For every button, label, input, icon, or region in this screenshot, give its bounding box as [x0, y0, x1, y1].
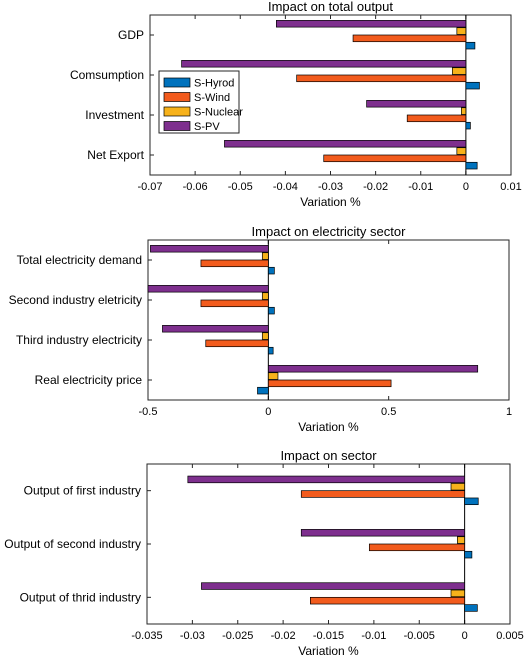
bar-s-nuclear-output-of-second-industry [457, 536, 465, 544]
bar-s-wind-second-industry-eletricity [200, 299, 269, 308]
x-tick-label: -0.01 [361, 630, 386, 642]
legend-swatch-s-pv [163, 121, 191, 131]
bar-s-hyrod-net-export [465, 161, 478, 170]
x-tick-label: -0.04 [273, 181, 298, 193]
x-tick-label: 0 [265, 406, 271, 418]
chart-title: Impact on sector [280, 448, 377, 463]
bar-s-pv-real-electricity-price [267, 365, 479, 373]
x-tick-label: 0.005 [496, 630, 524, 642]
x-tick-label: 0 [462, 630, 468, 642]
legend-label-s-wind: S-Wind [194, 92, 230, 104]
y-tick-label-gdp: GDP [118, 28, 144, 42]
chart-panel-2: Impact on electricity sector -0.5 0 0.5 1 Var… [9, 224, 512, 434]
bar-s-wind-investment [406, 114, 467, 123]
bar-s-nuclear-real-electricity-price [267, 372, 279, 380]
bar-s-nuclear-gdp [456, 27, 467, 35]
bar-s-wind-net-export [323, 154, 467, 163]
y-tick-label-comsumption: Comsumption [70, 68, 144, 82]
legend-swatch-s-wind [163, 92, 191, 102]
y-tick-label-output-of-thrid-industry: Output of thrid industry [20, 590, 141, 604]
bar-s-nuclear-output-of-thrid-industry [450, 589, 465, 598]
bar-s-nuclear-output-of-first-industry [450, 483, 465, 491]
x-axis-label: Variation % [298, 420, 359, 434]
x-axis-label: Variation % [298, 644, 359, 658]
bar-s-hyrod-gdp [465, 41, 476, 50]
y-tick-label-total-electricity-demand: Total electricity demand [17, 253, 142, 267]
bar-s-nuclear-second-industry-eletricity [261, 292, 269, 300]
x-axis-label: Variation % [300, 195, 361, 209]
bar-s-wind-real-electricity-price [267, 379, 392, 388]
chart-title: Impact on electricity sector [252, 224, 407, 239]
x-tick-label: -0.06 [183, 181, 208, 193]
bar-s-nuclear-net-export [456, 147, 467, 155]
legend-label-s-nuclear: S-Nuclear [194, 107, 243, 119]
bar-s-nuclear-investment [461, 107, 467, 115]
bar-s-pv-comsumption [181, 60, 467, 68]
y-tick-label-third-industry-electricity: Third industry electricity [16, 333, 142, 347]
x-tick-label: -0.035 [131, 630, 162, 642]
x-tick-label: 0 [463, 181, 469, 193]
bar-s-wind-output-of-thrid-industry [310, 596, 465, 605]
x-tick-label: 0.5 [381, 406, 396, 418]
x-tick-label: -0.5 [139, 406, 158, 418]
x-tick-label: -0.03 [318, 181, 343, 193]
bar-s-pv-third-industry-electricity [162, 325, 269, 333]
y-tick-label-output-of-second-industry: Output of second industry [4, 537, 141, 551]
y-tick-label-second-industry-eletricity: Second industry eletricity [9, 293, 142, 307]
bar-s-pv-total-electricity-demand [150, 245, 269, 253]
chart-panel-3: Impact on sector -0.035 -0.03 -0.025 -0.02 -0… [4, 448, 524, 658]
x-tick-label: 1 [506, 406, 512, 418]
bar-s-wind-total-electricity-demand [200, 259, 269, 268]
bar-s-nuclear-total-electricity-demand [261, 252, 269, 260]
bar-s-hyrod-total-electricity-demand [267, 266, 275, 275]
plot-area-frame [147, 239, 510, 401]
bar-s-wind-third-industry-electricity [205, 339, 269, 348]
x-tick-label: -0.01 [408, 181, 433, 193]
bar-s-hyrod-output-of-second-industry [464, 550, 473, 559]
legend-label-s-pv: S-PV [194, 121, 220, 133]
bar-s-hyrod-output-of-first-industry [464, 497, 479, 506]
bar-s-nuclear-third-industry-electricity [261, 332, 269, 340]
chart-title: Impact on total output [268, 0, 393, 14]
bar-s-pv-second-industry-eletricity [147, 285, 269, 293]
y-tick-label-net-export: Net Export [87, 148, 144, 162]
legend-swatch-s-nuclear [163, 106, 191, 117]
bar-s-wind-gdp [352, 34, 467, 43]
bar-s-pv-output-of-second-industry [300, 529, 465, 537]
bar-s-pv-gdp [276, 20, 467, 28]
legend-label-s-hyrod: S-Hyrod [194, 78, 234, 90]
bar-s-wind-output-of-second-industry [368, 543, 465, 552]
x-tick-label: -0.02 [363, 181, 388, 193]
x-tick-label: -0.05 [228, 181, 253, 193]
bar-s-hyrod-second-industry-eletricity [267, 306, 275, 315]
bar-s-hyrod-real-electricity-price [257, 386, 269, 395]
bar-s-wind-output-of-first-industry [300, 490, 465, 498]
bar-s-pv-net-export [224, 140, 467, 148]
x-tick-label: -0.03 [180, 630, 205, 642]
x-tick-label: -0.02 [271, 630, 296, 642]
bar-s-pv-output-of-thrid-industry [201, 582, 465, 590]
bar-s-hyrod-third-industry-electricity [267, 346, 274, 355]
y-tick-label-real-electricity-price: Real electricity price [35, 373, 143, 387]
y-tick-label-investment: Investment [85, 108, 144, 122]
legend: S-Hyrod S-Wind S-Nuclear S-PV [158, 70, 243, 134]
bar-s-hyrod-investment [465, 121, 471, 130]
bar-s-pv-output-of-first-industry [187, 475, 465, 484]
x-tick-label: -0.015 [313, 630, 344, 642]
bar-s-hyrod-output-of-thrid-industry [464, 604, 478, 612]
x-tick-label: -0.07 [137, 181, 162, 193]
bar-s-hyrod-comsumption [465, 81, 480, 90]
x-tick-label: -0.005 [404, 630, 435, 642]
x-tick-label: 0.01 [500, 181, 521, 193]
bar-s-wind-comsumption [296, 74, 467, 83]
y-tick-label-output-of-first-industry: Output of first industry [24, 484, 141, 498]
bar-s-pv-investment [366, 100, 467, 108]
x-tick-label: -0.025 [222, 630, 253, 642]
chart-panel-1: Impact on total output -0.07 -0.06 -0.05 -0.… [70, 0, 522, 209]
legend-swatch-s-hyrod [163, 77, 191, 88]
bar-s-nuclear-comsumption [451, 67, 467, 75]
